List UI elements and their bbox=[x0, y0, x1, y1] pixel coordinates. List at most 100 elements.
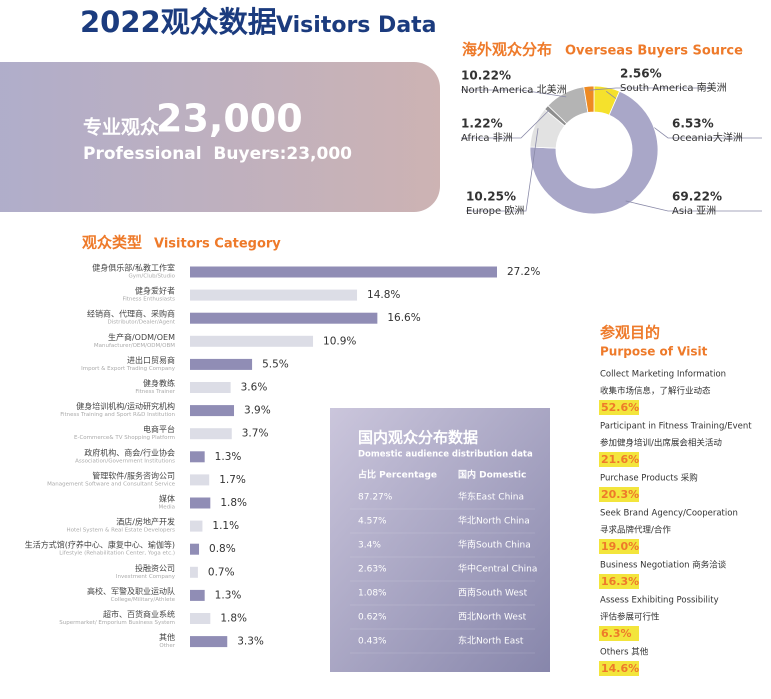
domestic-header: 占比 Percentage bbox=[358, 469, 437, 481]
bar bbox=[190, 613, 211, 624]
category-label: 健身培训机构/运动研究机构 bbox=[76, 401, 175, 411]
category-sublabel: Other bbox=[159, 643, 175, 649]
purpose-text: 评估参展可行性 bbox=[600, 612, 660, 623]
domestic-subtitle: Domestic audience distribution data bbox=[358, 450, 533, 460]
purpose-value: 16.3% bbox=[601, 575, 639, 588]
bar bbox=[190, 589, 205, 601]
bar-value-label: 0.8% bbox=[209, 543, 236, 555]
bar-title: 观众类型 bbox=[82, 234, 142, 252]
category-sublabel: Fitness Training and Sport R&D Instituti… bbox=[60, 412, 175, 418]
bar-value-label: 5.5% bbox=[262, 358, 289, 370]
bar bbox=[190, 335, 314, 347]
purpose-text: Others 其他 bbox=[600, 647, 649, 658]
domestic-cell: 4.57% bbox=[358, 517, 387, 527]
purpose-text: Collect Marketing Information bbox=[600, 370, 726, 380]
bar-value-label: 3.9% bbox=[244, 405, 271, 417]
domestic-header: 国内 Domestic bbox=[458, 469, 526, 481]
domestic-cell: 华南South China bbox=[458, 539, 531, 551]
pie-slice bbox=[583, 85, 595, 113]
bar bbox=[190, 566, 198, 578]
purpose-value: 14.6% bbox=[601, 662, 639, 675]
purpose-subtitle: Purpose of Visit bbox=[600, 345, 708, 359]
category-label: 其他 bbox=[159, 632, 175, 642]
category-label: 生产商/ODM/OEM bbox=[108, 332, 175, 342]
category-label: 进出口贸易商 bbox=[127, 355, 175, 365]
category-sublabel: College/Military/Athlete bbox=[111, 597, 176, 603]
category-sublabel: Hotel System & Real Estate Developers bbox=[66, 528, 175, 534]
purpose-value: 19.0% bbox=[601, 540, 639, 553]
category-label: 政府机构、商会/行业协会 bbox=[84, 447, 175, 457]
bar bbox=[190, 382, 231, 393]
leader-line bbox=[625, 200, 762, 212]
domestic-panel bbox=[330, 408, 550, 672]
pie-category-label: South America 南美洲 bbox=[620, 81, 727, 94]
hero-caption: Professional Buyers:23,000 bbox=[83, 144, 352, 164]
purpose-text: Business Negotiation 商务洽谈 bbox=[600, 560, 727, 571]
purpose-text: Purchase Products 采购 bbox=[600, 473, 698, 484]
bar bbox=[190, 289, 358, 301]
domestic-cell: 东北North East bbox=[458, 635, 524, 647]
category-label: 酒店/房地产开发 bbox=[116, 517, 175, 527]
purpose-value: 21.6% bbox=[601, 453, 639, 466]
bar-value-label: 1.1% bbox=[212, 520, 239, 532]
bar-value-label: 14.8% bbox=[367, 289, 400, 301]
category-label: 管理软件/服务咨询公司 bbox=[92, 470, 175, 480]
purpose-highlight bbox=[599, 661, 639, 676]
category-label: 经销商、代理商、采购商 bbox=[87, 309, 175, 319]
pie-title: 海外观众分布 bbox=[462, 41, 552, 59]
category-sublabel: Import & Export Trading Company bbox=[81, 366, 176, 372]
hero-number: 23,000 bbox=[156, 97, 303, 141]
domestic-cell: 0.43% bbox=[358, 637, 387, 647]
bar-value-label: 1.8% bbox=[220, 613, 247, 625]
category-sublabel: Fitness Trainer bbox=[135, 389, 175, 395]
bar bbox=[190, 405, 235, 417]
category-sublabel: Media bbox=[158, 505, 175, 511]
category-sublabel: Gym/Club/Studio bbox=[129, 274, 176, 280]
domestic-cell: 87.27% bbox=[358, 493, 393, 503]
purpose-text: Participant in Fitness Training/Event bbox=[600, 422, 752, 432]
bar-value-label: 1.3% bbox=[215, 589, 242, 601]
domestic-cell: 华中Central China bbox=[458, 563, 537, 575]
bar-value-label: 3.6% bbox=[241, 382, 268, 394]
bar bbox=[190, 266, 497, 278]
bar bbox=[190, 520, 203, 532]
purpose-text: 寻求品牌代理/合作 bbox=[600, 525, 671, 536]
domestic-cell: 华北North China bbox=[458, 515, 530, 527]
pie-subtitle: Overseas Buyers Source bbox=[565, 44, 743, 59]
category-sublabel: Lifestyle (Rehabilitation Center, Yoga e… bbox=[59, 551, 175, 557]
bar bbox=[190, 497, 211, 509]
bar bbox=[190, 451, 205, 463]
bar bbox=[190, 358, 253, 370]
pie-category-label: Africa 非洲 bbox=[461, 132, 513, 144]
bar bbox=[190, 312, 378, 324]
pie-category-label: Asia 亚洲 bbox=[672, 205, 716, 217]
purpose-text: Seek Brand Agency/Cooperation bbox=[600, 509, 738, 519]
leader-line bbox=[589, 87, 710, 91]
category-sublabel: E-Commerce& TV Shopping Platform bbox=[74, 435, 175, 441]
pie-value-label: 10.22% bbox=[461, 69, 511, 83]
hero-band bbox=[0, 62, 440, 212]
purpose-highlight bbox=[599, 400, 639, 415]
domestic-cell: 1.08% bbox=[358, 589, 387, 599]
domestic-cell: 西北North West bbox=[458, 612, 527, 623]
bar-value-label: 3.3% bbox=[237, 636, 264, 648]
bar-value-label: 10.9% bbox=[323, 335, 356, 347]
domestic-cell: 3.4% bbox=[358, 541, 381, 551]
bar bbox=[190, 636, 228, 648]
purpose-highlight bbox=[599, 452, 639, 467]
domestic-cell: 华东East China bbox=[458, 491, 524, 503]
category-label: 超市、百货商业系统 bbox=[103, 609, 175, 619]
pie-category-label: Europe 欧洲 bbox=[466, 205, 524, 217]
pie-value-label: 2.56% bbox=[620, 67, 662, 81]
domestic-cell: 西南South West bbox=[458, 587, 528, 599]
hero-label: 专业观众 bbox=[83, 116, 159, 139]
purpose-value: 20.3% bbox=[601, 488, 639, 501]
category-sublabel: Investment Company bbox=[116, 574, 176, 580]
pie-value-label: 10.25% bbox=[466, 190, 516, 204]
leader-line bbox=[461, 89, 567, 98]
category-sublabel: Management Software and Consultant Servi… bbox=[47, 481, 175, 487]
bar-subtitle: Visitors Category bbox=[154, 237, 281, 252]
purpose-highlight bbox=[599, 539, 639, 554]
purpose-text: Assess Exhibiting Possibility bbox=[600, 596, 719, 606]
